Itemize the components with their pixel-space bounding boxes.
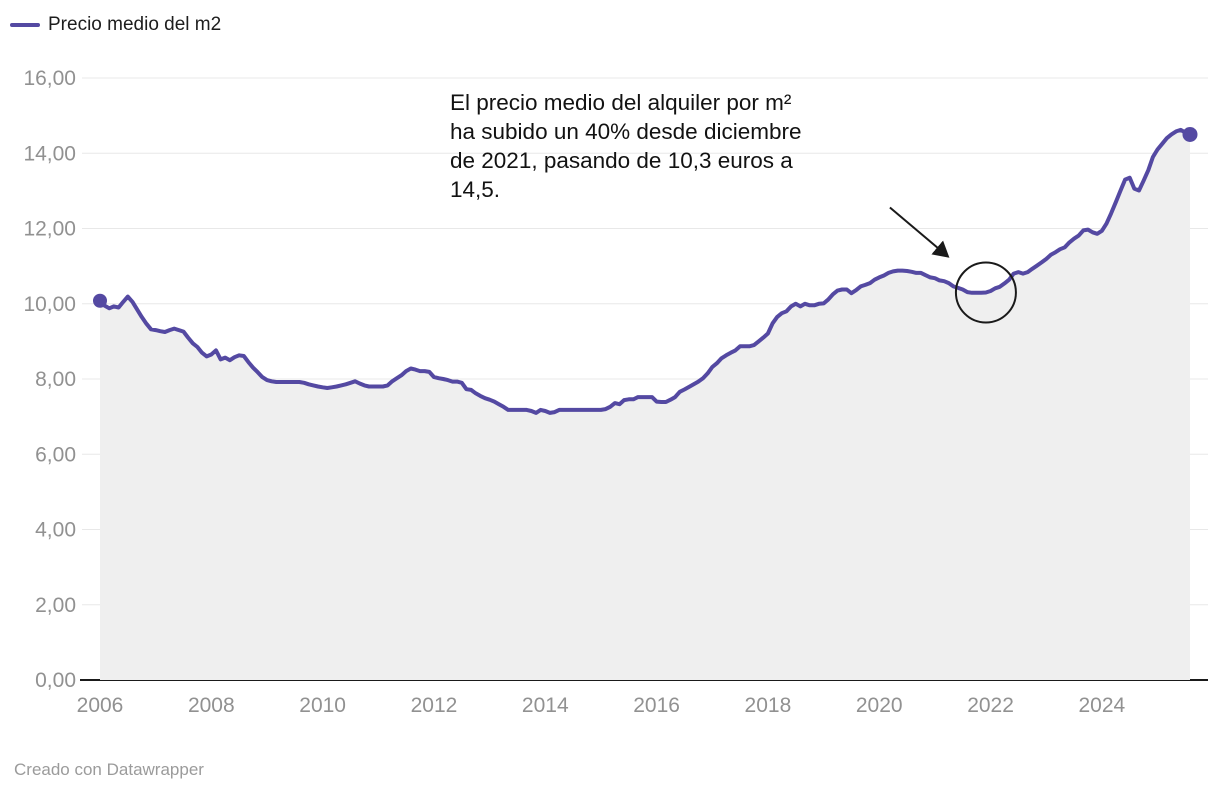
x-tick-label-2018: 2018: [745, 694, 792, 717]
x-tick-label-2022: 2022: [967, 694, 1014, 717]
x-tick-label-2024: 2024: [1079, 694, 1126, 717]
footer-credit: Creado con Datawrapper: [14, 760, 204, 779]
legend-line-swatch: [10, 23, 40, 27]
x-tick-label-2012: 2012: [411, 694, 458, 717]
y-tick-label-4,00: 4,00: [35, 519, 76, 542]
x-tick-label-2008: 2008: [188, 694, 235, 717]
end-point-dot: [1182, 126, 1198, 142]
annotation-line-3: de 2021, pasando de 10,3 euros a: [450, 148, 793, 173]
legend-label: Precio medio del m2: [48, 14, 222, 35]
y-tick-label-10,00: 10,00: [23, 293, 76, 316]
x-tick-label-2010: 2010: [299, 694, 346, 717]
y-tick-label-8,00: 8,00: [35, 368, 76, 391]
annotation-line-4: 14,5.: [450, 177, 501, 202]
annotation-line-2: ha subido un 40% desde diciembre: [450, 119, 802, 144]
area-fill: [100, 129, 1190, 680]
start-point-dot: [93, 293, 107, 308]
x-tick-label-2014: 2014: [522, 694, 569, 717]
y-tick-label-12,00: 12,00: [23, 218, 76, 241]
y-tick-label-2,00: 2,00: [35, 594, 76, 617]
legend: Precio medio del m2: [10, 14, 221, 36]
y-tick-label-14,00: 14,00: [23, 142, 76, 165]
annotation-arrow: [889, 206, 950, 258]
line-chart: 0,00 2,00 4,00 6,00 8,00 10,00 12,00 14,00 16,00…: [23, 67, 1208, 717]
x-tick-label-2016: 2016: [633, 694, 680, 717]
annotation-circle: [954, 261, 1017, 324]
y-tick-label-16,00: 16,00: [23, 67, 76, 90]
y-tick-label-0,00: 0,00: [35, 669, 76, 692]
annotation-text: El precio medio del alquiler por m² ha su…: [450, 88, 910, 204]
price-line[interactable]: [98, 127, 1192, 415]
annotation-line-1: El precio medio del alquiler por m²: [450, 90, 792, 115]
y-tick-label-6,00: 6,00: [35, 443, 76, 466]
x-tick-label-2006: 2006: [77, 694, 124, 717]
x-tick-label-2020: 2020: [856, 694, 903, 717]
